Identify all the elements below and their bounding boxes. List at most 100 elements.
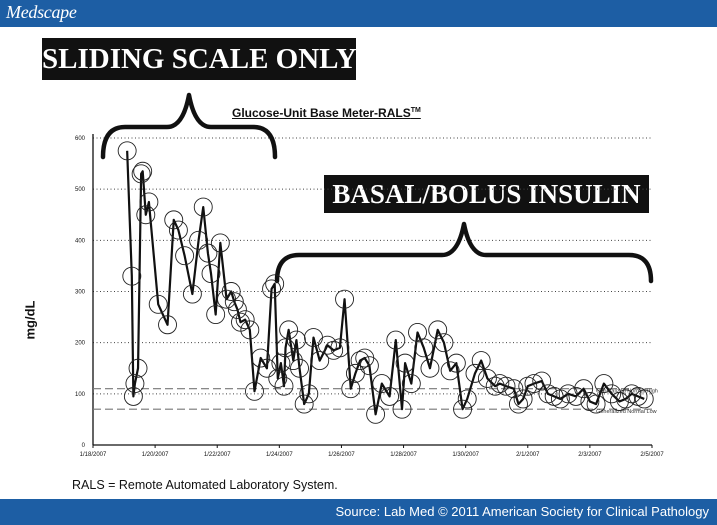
data-point-circle xyxy=(350,351,370,371)
data-point-circle xyxy=(227,299,247,319)
data-point-circle xyxy=(139,192,159,212)
x-tick-label: 1/18/2007 xyxy=(80,452,107,458)
glucose-series-line xyxy=(126,150,645,416)
data-point-circle xyxy=(158,315,177,335)
x-tick-label: 1/26/2007 xyxy=(328,452,355,458)
glucose-chart: 0 100 200 300 400 500 600 1/18/2007 1/20/2007 1/2… xyxy=(75,92,664,458)
data-point-circle xyxy=(574,379,594,399)
data-point-circle xyxy=(401,374,421,394)
x-tick-label: 1/22/2007 xyxy=(204,452,231,458)
y-tick-label: 200 xyxy=(75,341,86,347)
data-point-circle xyxy=(257,358,277,378)
data-point-circle xyxy=(434,333,454,353)
source-credit: Source: Lab Med © 2011 American Society … xyxy=(335,504,709,519)
x-tick-label: 2/1/2007 xyxy=(516,452,540,458)
data-point-circle xyxy=(198,243,218,263)
data-point-circle xyxy=(558,384,578,404)
data-point-circle xyxy=(446,353,466,373)
data-point-circle xyxy=(133,161,153,181)
data-point-circle xyxy=(359,356,379,376)
data-point-circle xyxy=(594,374,614,394)
data-point-circle xyxy=(210,233,230,253)
data-point-circle xyxy=(274,376,294,396)
y-tick-label: 100 xyxy=(75,392,86,398)
data-point-circle xyxy=(471,351,491,371)
data-point-circle xyxy=(245,381,264,401)
sliding-scale-label: SLIDING SCALE ONLY xyxy=(42,38,357,80)
data-point-circle xyxy=(485,376,505,396)
data-point-circle xyxy=(182,284,202,304)
data-point-circle xyxy=(164,210,184,230)
data-point-circle xyxy=(206,305,226,324)
data-point-circle xyxy=(330,338,350,358)
data-point-circle xyxy=(224,292,244,312)
data-point-circle xyxy=(395,353,415,373)
x-tick-label: 2/3/2007 xyxy=(578,452,602,458)
data-point-circle xyxy=(509,394,528,414)
data-point-circle xyxy=(262,279,282,299)
data-point-circle xyxy=(586,394,606,414)
data-point-circle xyxy=(125,374,145,394)
bottom-bar: Source: Lab Med © 2011 American Society … xyxy=(0,499,717,525)
data-point-circle xyxy=(123,386,143,406)
data-point-circle xyxy=(513,389,533,409)
sliding-scale-brace xyxy=(100,92,278,160)
data-point-circle xyxy=(634,389,654,409)
x-tick-label: 2/5/2007 xyxy=(640,452,664,458)
y-tick-label: 400 xyxy=(75,238,86,244)
data-point-circle xyxy=(189,230,209,250)
data-point-circle xyxy=(148,294,168,314)
y-tick-label: 600 xyxy=(75,136,86,142)
x-tick-label: 1/24/2007 xyxy=(266,452,293,458)
data-point-circle xyxy=(279,320,299,340)
x-tick-label: 1/28/2007 xyxy=(390,452,417,458)
basal-bolus-brace xyxy=(274,221,654,284)
data-point-circle xyxy=(240,320,260,340)
data-point-circle xyxy=(251,348,271,368)
data-point-circle xyxy=(294,394,314,414)
data-point-circle xyxy=(602,384,622,404)
data-point-circle xyxy=(136,205,156,225)
data-point-circle xyxy=(265,274,285,294)
brand-logo: Medscape xyxy=(6,2,77,22)
data-point-circle xyxy=(117,141,137,161)
reference-line-label: Generalized Normal Low xyxy=(596,409,657,415)
data-point-circle xyxy=(496,376,516,396)
data-point-circle xyxy=(465,363,485,383)
data-point-circle xyxy=(414,338,434,358)
data-point-circle xyxy=(532,371,552,391)
data-point-circle xyxy=(128,358,148,378)
data-point-circle xyxy=(477,369,497,388)
top-bar: Medscape xyxy=(0,0,717,27)
data-point-circle xyxy=(122,266,142,286)
y-tick-label: 300 xyxy=(75,290,86,296)
chart-title: Glucose-Unit Base Meter-RALSTM xyxy=(232,106,421,120)
data-point-circle xyxy=(366,404,386,424)
x-tick-label: 1/20/2007 xyxy=(142,452,169,458)
footnote: RALS = Remote Automated Laboratory Syste… xyxy=(72,478,338,492)
data-point-circle xyxy=(318,335,337,355)
data-point-circle xyxy=(341,379,361,399)
data-point-circle xyxy=(420,358,440,378)
y-tick-label: 0 xyxy=(82,443,86,449)
data-point-circle xyxy=(566,386,586,406)
data-point-circle xyxy=(290,358,309,378)
data-point-circle xyxy=(310,351,330,371)
data-point-circle xyxy=(175,246,195,266)
basal-bolus-label: BASAL/BOLUS INSULIN xyxy=(324,175,649,213)
data-point-circle xyxy=(428,320,448,340)
data-point-circle xyxy=(386,330,406,350)
data-point-circle xyxy=(440,361,460,381)
data-point-circle xyxy=(299,384,319,404)
data-point-circle xyxy=(524,374,544,394)
data-point-circle xyxy=(286,330,306,350)
data-point-circle xyxy=(168,220,188,240)
data-point-circle xyxy=(335,289,354,309)
data-point-circle xyxy=(392,399,412,419)
x-tick-label: 1/30/2007 xyxy=(452,452,479,458)
reference-line-label: Generalized Normal High xyxy=(596,389,658,395)
data-point-circle xyxy=(201,264,221,284)
data-point-circle xyxy=(616,389,636,409)
y-tick-label: 500 xyxy=(75,187,86,193)
data-point-circle xyxy=(131,164,151,184)
